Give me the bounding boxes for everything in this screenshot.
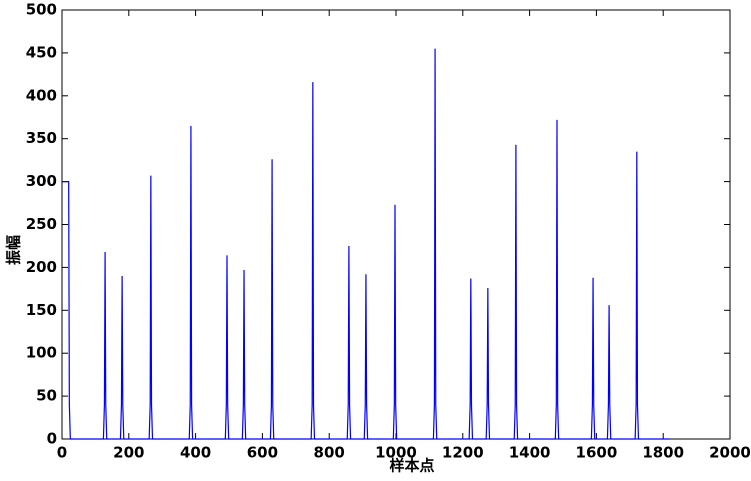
y-tick-label: 450 [26,43,57,61]
x-tick-label: 0 [57,444,67,462]
y-tick-label: 350 [26,129,57,147]
y-axis-label: 振幅 [5,235,23,265]
y-tick-label: 300 [26,172,57,190]
signal-line [62,48,670,440]
y-tick-label: 150 [26,301,57,319]
x-tick-label: 1600 [576,444,618,462]
y-tick-label: 500 [26,1,57,19]
x-tick-label: 400 [180,444,211,462]
y-tick-label: 50 [36,387,57,405]
x-tick-label: 800 [314,444,345,462]
x-tick-label: 1800 [642,444,684,462]
x-tick-label: 200 [113,444,144,462]
x-axis-label: 样本点 [389,457,434,475]
x-tick-label: 1000 [375,444,417,462]
x-tick-label: 2000 [709,444,751,462]
y-tick-label: 100 [26,344,57,362]
x-tick-label: 600 [247,444,278,462]
y-tick-label: 400 [26,86,57,104]
x-tick-label: 1400 [509,444,551,462]
x-tick-label: 1200 [442,444,484,462]
y-tick-label: 200 [26,258,57,276]
y-tick-label: 0 [47,430,57,448]
y-tick-label: 250 [26,215,57,233]
